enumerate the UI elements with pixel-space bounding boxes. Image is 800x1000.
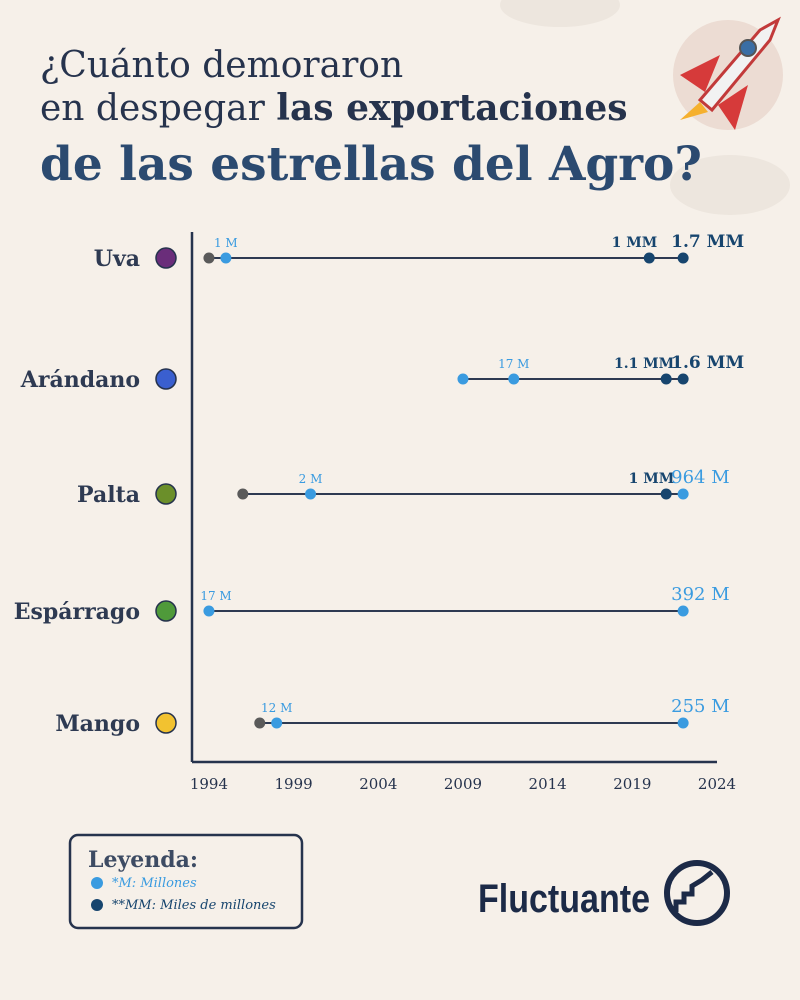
point-label: 1.7 MM bbox=[671, 232, 744, 252]
point-label: 1.1 MM bbox=[614, 356, 674, 372]
title-line: en despegar las exportaciones bbox=[40, 87, 628, 129]
category-icon bbox=[155, 600, 177, 622]
category-icon bbox=[155, 247, 177, 269]
x-tick-label: 1999 bbox=[275, 775, 313, 793]
point bbox=[643, 252, 655, 264]
brand-logo bbox=[673, 870, 714, 912]
title-part: las exportaciones bbox=[276, 87, 627, 129]
cloud bbox=[500, 0, 620, 27]
rocket-icon bbox=[673, 16, 783, 130]
x-tick-label: 2024 bbox=[698, 775, 736, 793]
point bbox=[237, 488, 249, 500]
point bbox=[254, 717, 266, 729]
x-tick-label: 2014 bbox=[529, 775, 567, 793]
x-tick-label: 2004 bbox=[359, 775, 397, 793]
point bbox=[677, 488, 689, 500]
category-label: Arándano bbox=[20, 367, 140, 393]
category-icon bbox=[155, 483, 177, 505]
point-label: 1 MM bbox=[629, 471, 675, 487]
category-label: Uva bbox=[94, 246, 140, 272]
title-line: ¿Cuánto demoraron bbox=[40, 45, 403, 86]
point bbox=[271, 717, 283, 729]
point bbox=[677, 252, 689, 264]
legend-label: *M: Millones bbox=[112, 876, 197, 891]
category-label: Espárrago bbox=[14, 599, 140, 625]
point-label: 964 M bbox=[671, 467, 730, 488]
legend-title: Leyenda: bbox=[88, 847, 198, 873]
point-label: 17 M bbox=[200, 589, 231, 603]
point bbox=[203, 252, 215, 264]
chart: 1994 1999 2004 2009 2014 2019 2024 Uva 1 M 1 MM 1.… bbox=[14, 232, 744, 793]
cloud bbox=[670, 155, 790, 215]
legend: Leyenda: *M: Millones **MM: Miles de mill… bbox=[68, 833, 304, 930]
point bbox=[677, 717, 689, 729]
point-label: 1 MM bbox=[612, 235, 658, 251]
x-tick-label: 2019 bbox=[613, 775, 651, 793]
legend-marker bbox=[91, 877, 103, 889]
category-label: Palta bbox=[77, 482, 140, 508]
brand-name: Fluctuante bbox=[478, 877, 650, 921]
legend-box bbox=[68, 833, 304, 930]
brand: Fluctuante bbox=[478, 860, 730, 926]
point-label: 255 M bbox=[671, 696, 730, 717]
category-icon bbox=[155, 368, 177, 390]
legend-marker bbox=[91, 899, 103, 911]
point bbox=[305, 488, 317, 500]
point bbox=[203, 605, 215, 617]
point bbox=[508, 373, 520, 385]
point bbox=[660, 488, 672, 500]
legend-label: **MM: Miles de millones bbox=[112, 898, 276, 913]
point bbox=[457, 373, 469, 385]
point-label: 2 M bbox=[299, 472, 323, 486]
point-label: 392 M bbox=[671, 584, 730, 605]
point bbox=[677, 605, 689, 617]
point bbox=[220, 252, 232, 264]
point bbox=[677, 373, 689, 385]
point-label: 12 M bbox=[261, 701, 292, 715]
point-label: 17 M bbox=[498, 357, 529, 371]
point bbox=[660, 373, 672, 385]
category-icon bbox=[155, 712, 177, 734]
x-tick-label: 2009 bbox=[444, 775, 482, 793]
title-line: de las estrellas del Agro? bbox=[40, 137, 702, 192]
point-label: 1 M bbox=[214, 236, 238, 250]
category-label: Mango bbox=[55, 711, 140, 737]
x-tick-label: 1994 bbox=[190, 775, 228, 793]
title-part: en despegar bbox=[40, 88, 266, 129]
point-label: 1.6 MM bbox=[671, 353, 744, 373]
brand-logo bbox=[664, 860, 730, 926]
